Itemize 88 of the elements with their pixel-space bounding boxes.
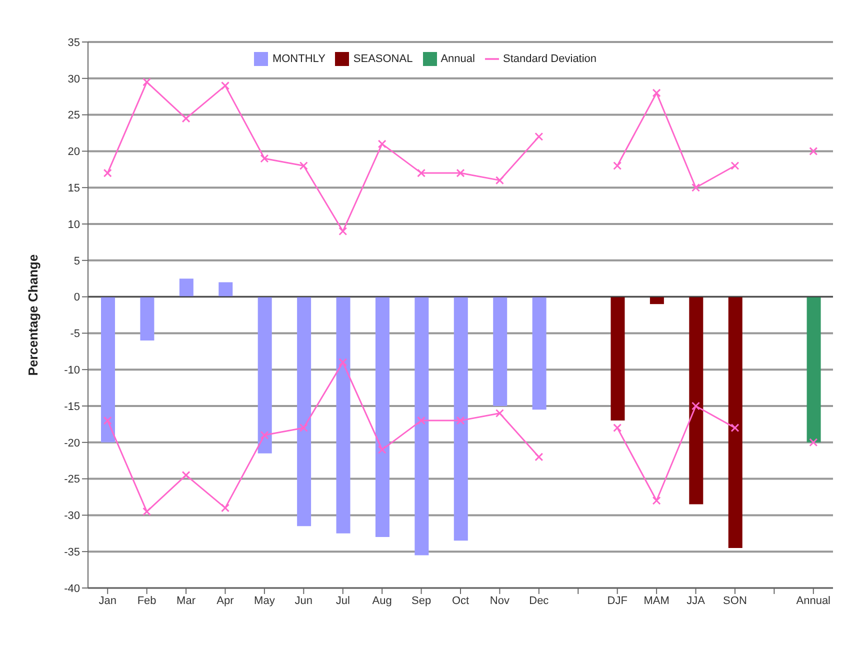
legend-label: MONTHLY: [272, 52, 326, 65]
y-tick-label: -5: [70, 328, 80, 340]
bar: [610, 296, 625, 421]
x-tick-label: MAM: [644, 594, 670, 607]
bar: [101, 296, 115, 442]
point: [299, 424, 308, 432]
point: [534, 452, 544, 462]
point: [378, 445, 386, 454]
point: [182, 114, 190, 123]
bar: [375, 296, 390, 538]
point: [378, 140, 386, 148]
bar: [454, 296, 468, 541]
bar: [140, 296, 154, 340]
y-tick-label: 25: [68, 110, 80, 122]
point: [260, 430, 269, 440]
x-tick-label: Jan: [98, 594, 116, 607]
bar: [218, 282, 233, 297]
point: [260, 154, 269, 163]
point: [338, 358, 348, 367]
bar: [728, 296, 742, 548]
point: [613, 162, 622, 170]
x-tick-label: Sep: [412, 594, 432, 607]
legend-label: SEASONAL: [353, 52, 413, 65]
point: [692, 402, 700, 410]
y-axis-title: Percentage Change: [26, 254, 41, 376]
y-tick-label: -35: [64, 546, 80, 559]
point: [142, 507, 152, 516]
point: [456, 416, 465, 425]
x-tick-label: Annual: [796, 594, 831, 607]
x-tick-label: Jul: [336, 594, 350, 607]
point: [652, 496, 661, 505]
y-tick-label: -20: [64, 437, 80, 450]
y-tick-label: -30: [64, 510, 80, 522]
point: [220, 504, 230, 512]
point: [220, 81, 230, 90]
point: [299, 162, 308, 170]
x-tick-label: Mar: [176, 594, 196, 607]
y-tick-label: 30: [68, 73, 80, 86]
bar: [336, 296, 350, 534]
x-tick-label: Jun: [294, 594, 313, 607]
x-tick-label: Dec: [529, 594, 550, 607]
x-tick-label: SON: [723, 594, 747, 607]
point: [730, 162, 740, 170]
point: [103, 168, 112, 178]
point: [417, 168, 426, 178]
legend-label: Standard Deviation: [502, 52, 597, 65]
point: [809, 438, 818, 447]
point: [456, 168, 465, 178]
bar: [493, 296, 508, 406]
point: [809, 146, 818, 156]
point: [652, 88, 661, 98]
x-tick-label: Oct: [452, 594, 470, 607]
y-tick-label: 5: [74, 255, 80, 268]
point: [103, 416, 112, 425]
x-tick-label: Nov: [490, 594, 510, 607]
bar: [532, 296, 546, 410]
bar: [414, 296, 429, 556]
bar: [806, 296, 821, 442]
y-tick-label: 20: [68, 146, 80, 158]
point: [534, 132, 544, 141]
point: [338, 227, 348, 236]
y-tick-label: -15: [64, 400, 80, 413]
bar: [258, 296, 272, 454]
y-tick-label: 0: [74, 292, 80, 304]
y-tick-label: -25: [64, 474, 80, 486]
point: [417, 416, 426, 425]
y-tick-label: -10: [64, 364, 80, 377]
x-tick-label: Aug: [372, 594, 392, 607]
point: [613, 424, 622, 432]
x-tick-label: Apr: [216, 594, 234, 607]
x-tick-label: May: [254, 594, 276, 607]
bar: [297, 296, 312, 526]
x-tick-label: DJF: [607, 594, 628, 607]
bar: [179, 278, 194, 297]
bar: [689, 296, 704, 504]
x-tick-label: JJA: [686, 594, 706, 607]
point: [142, 78, 152, 86]
y-tick-label: 35: [68, 36, 80, 49]
y-tick-label: -40: [64, 582, 80, 595]
y-tick-label: 15: [68, 182, 80, 195]
point: [495, 176, 504, 185]
x-tick-label: Feb: [137, 594, 156, 607]
point: [692, 183, 700, 192]
legend-label: Annual: [440, 52, 475, 65]
point: [182, 470, 190, 480]
y-tick-label: 10: [68, 218, 80, 231]
point: [495, 409, 504, 418]
point: [730, 424, 740, 432]
